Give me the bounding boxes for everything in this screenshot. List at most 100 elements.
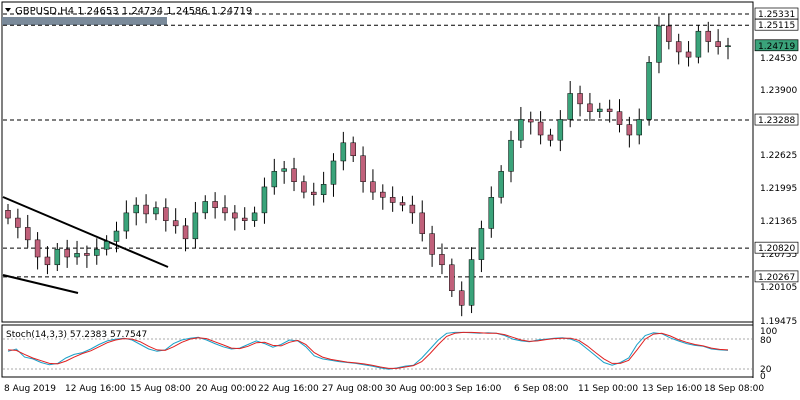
candle-body — [498, 171, 504, 198]
time-tick: 11 Sep 00:00 — [578, 384, 638, 394]
candle-body — [340, 142, 347, 162]
candle-body — [94, 248, 100, 256]
candle-body — [44, 256, 51, 266]
level-price-box — [754, 113, 799, 126]
candle-body — [705, 30, 712, 42]
candle-body — [488, 197, 495, 229]
candle-body — [232, 212, 238, 219]
candle-body — [616, 111, 623, 125]
price-tick: 1.21995 — [760, 184, 797, 194]
level-price-box — [754, 18, 799, 31]
candle-body — [311, 191, 317, 195]
candle-body — [251, 212, 258, 221]
stoch-level-80: 80 — [760, 336, 772, 346]
candle-body — [34, 239, 41, 258]
candle-body — [172, 220, 179, 227]
candle-body — [675, 41, 682, 53]
level-lines — [3, 13, 752, 278]
candle-body — [281, 168, 287, 172]
time-tick: 12 Aug 16:00 — [65, 384, 126, 394]
candle-body — [439, 254, 445, 266]
candle-body — [24, 227, 31, 241]
candle-body — [478, 228, 485, 260]
time-tick: 20 Aug 00:00 — [196, 384, 257, 394]
candle-body — [646, 62, 652, 120]
stoch-level-100: 100 — [760, 327, 777, 337]
time-tick: 8 Aug 2019 — [4, 384, 56, 394]
trendline-lower[interactable] — [2, 274, 79, 294]
candle-body — [360, 155, 366, 182]
trendline-upper[interactable] — [2, 196, 169, 268]
stoch-lines — [7, 331, 729, 370]
time-tick: 27 Aug 08:00 — [322, 384, 383, 394]
candle-body — [419, 212, 425, 234]
stoch-frame — [1, 324, 754, 378]
candles — [5, 13, 731, 317]
candle-body — [626, 124, 633, 136]
price-tick: 1.21365 — [760, 217, 797, 227]
candle-body — [587, 103, 593, 112]
candle-body — [15, 217, 21, 228]
chart-title: GBPUSD,H4 1.24653 1.24734 1.24586 1.2471… — [15, 6, 252, 17]
candle-body — [508, 139, 514, 172]
candle-body — [567, 93, 573, 120]
candle-body — [537, 121, 544, 136]
candle-body — [409, 204, 416, 214]
candle-body — [192, 212, 199, 240]
candle-body — [143, 204, 149, 215]
price-tick: 1.20105 — [760, 283, 797, 293]
candle-body — [666, 25, 672, 42]
price-tick: 1.19475 — [760, 317, 797, 327]
candle-body — [241, 217, 248, 221]
level-price-label: 1.23288 — [758, 116, 795, 126]
candle-body — [547, 134, 554, 141]
stoch-level-0: 0 — [760, 372, 766, 382]
time-tick: 3 Sep 16:00 — [447, 384, 502, 394]
candle-body — [636, 119, 642, 136]
candle-body — [123, 212, 130, 232]
candle-body — [518, 119, 524, 141]
level-price-label: 1.20267 — [758, 273, 795, 283]
candle-body — [389, 197, 396, 203]
candle-body — [291, 168, 297, 182]
candle-body — [557, 119, 564, 141]
candle-body — [5, 210, 11, 219]
price-tick: 1.22625 — [760, 151, 797, 161]
candle-body — [212, 201, 218, 208]
candle-body — [320, 184, 327, 195]
price-chart-frame — [1, 1, 754, 323]
time-tick: 13 Sep 16:00 — [642, 384, 702, 394]
candle-body — [74, 253, 80, 258]
candle-body — [271, 171, 278, 188]
candle-body — [370, 181, 376, 193]
candle-body — [449, 264, 455, 291]
title-highlight-bar — [2, 17, 167, 25]
candle-body — [725, 45, 731, 48]
candle-body — [222, 207, 228, 214]
time-tick: 18 Sep 08:00 — [704, 384, 764, 394]
candle-body — [84, 253, 90, 256]
level-price-label: 1.20820 — [758, 244, 795, 254]
time-tick: 15 Aug 08:00 — [130, 384, 191, 394]
price-axis: 1.24530 1.23900 1.22625 1.21995 1.21365 … — [760, 54, 797, 327]
time-tick: 30 Aug 00:00 — [385, 384, 446, 394]
dropdown-arrow-icon[interactable] — [5, 8, 11, 12]
candle-body — [577, 93, 583, 105]
candle-body — [350, 142, 356, 157]
candle-body — [458, 290, 465, 306]
candle-body — [64, 248, 70, 258]
candle-body — [429, 233, 435, 255]
level-price-label: 1.25115 — [758, 21, 795, 31]
level-price-box — [754, 241, 799, 254]
candle-body — [468, 259, 475, 306]
level-price-box — [754, 270, 799, 283]
candle-body — [685, 51, 692, 58]
candle-body — [695, 30, 702, 58]
candle-body — [597, 108, 603, 112]
candle-body — [606, 108, 613, 112]
candle-body — [330, 160, 337, 185]
candle-body — [527, 119, 534, 123]
candle-body — [103, 241, 110, 250]
